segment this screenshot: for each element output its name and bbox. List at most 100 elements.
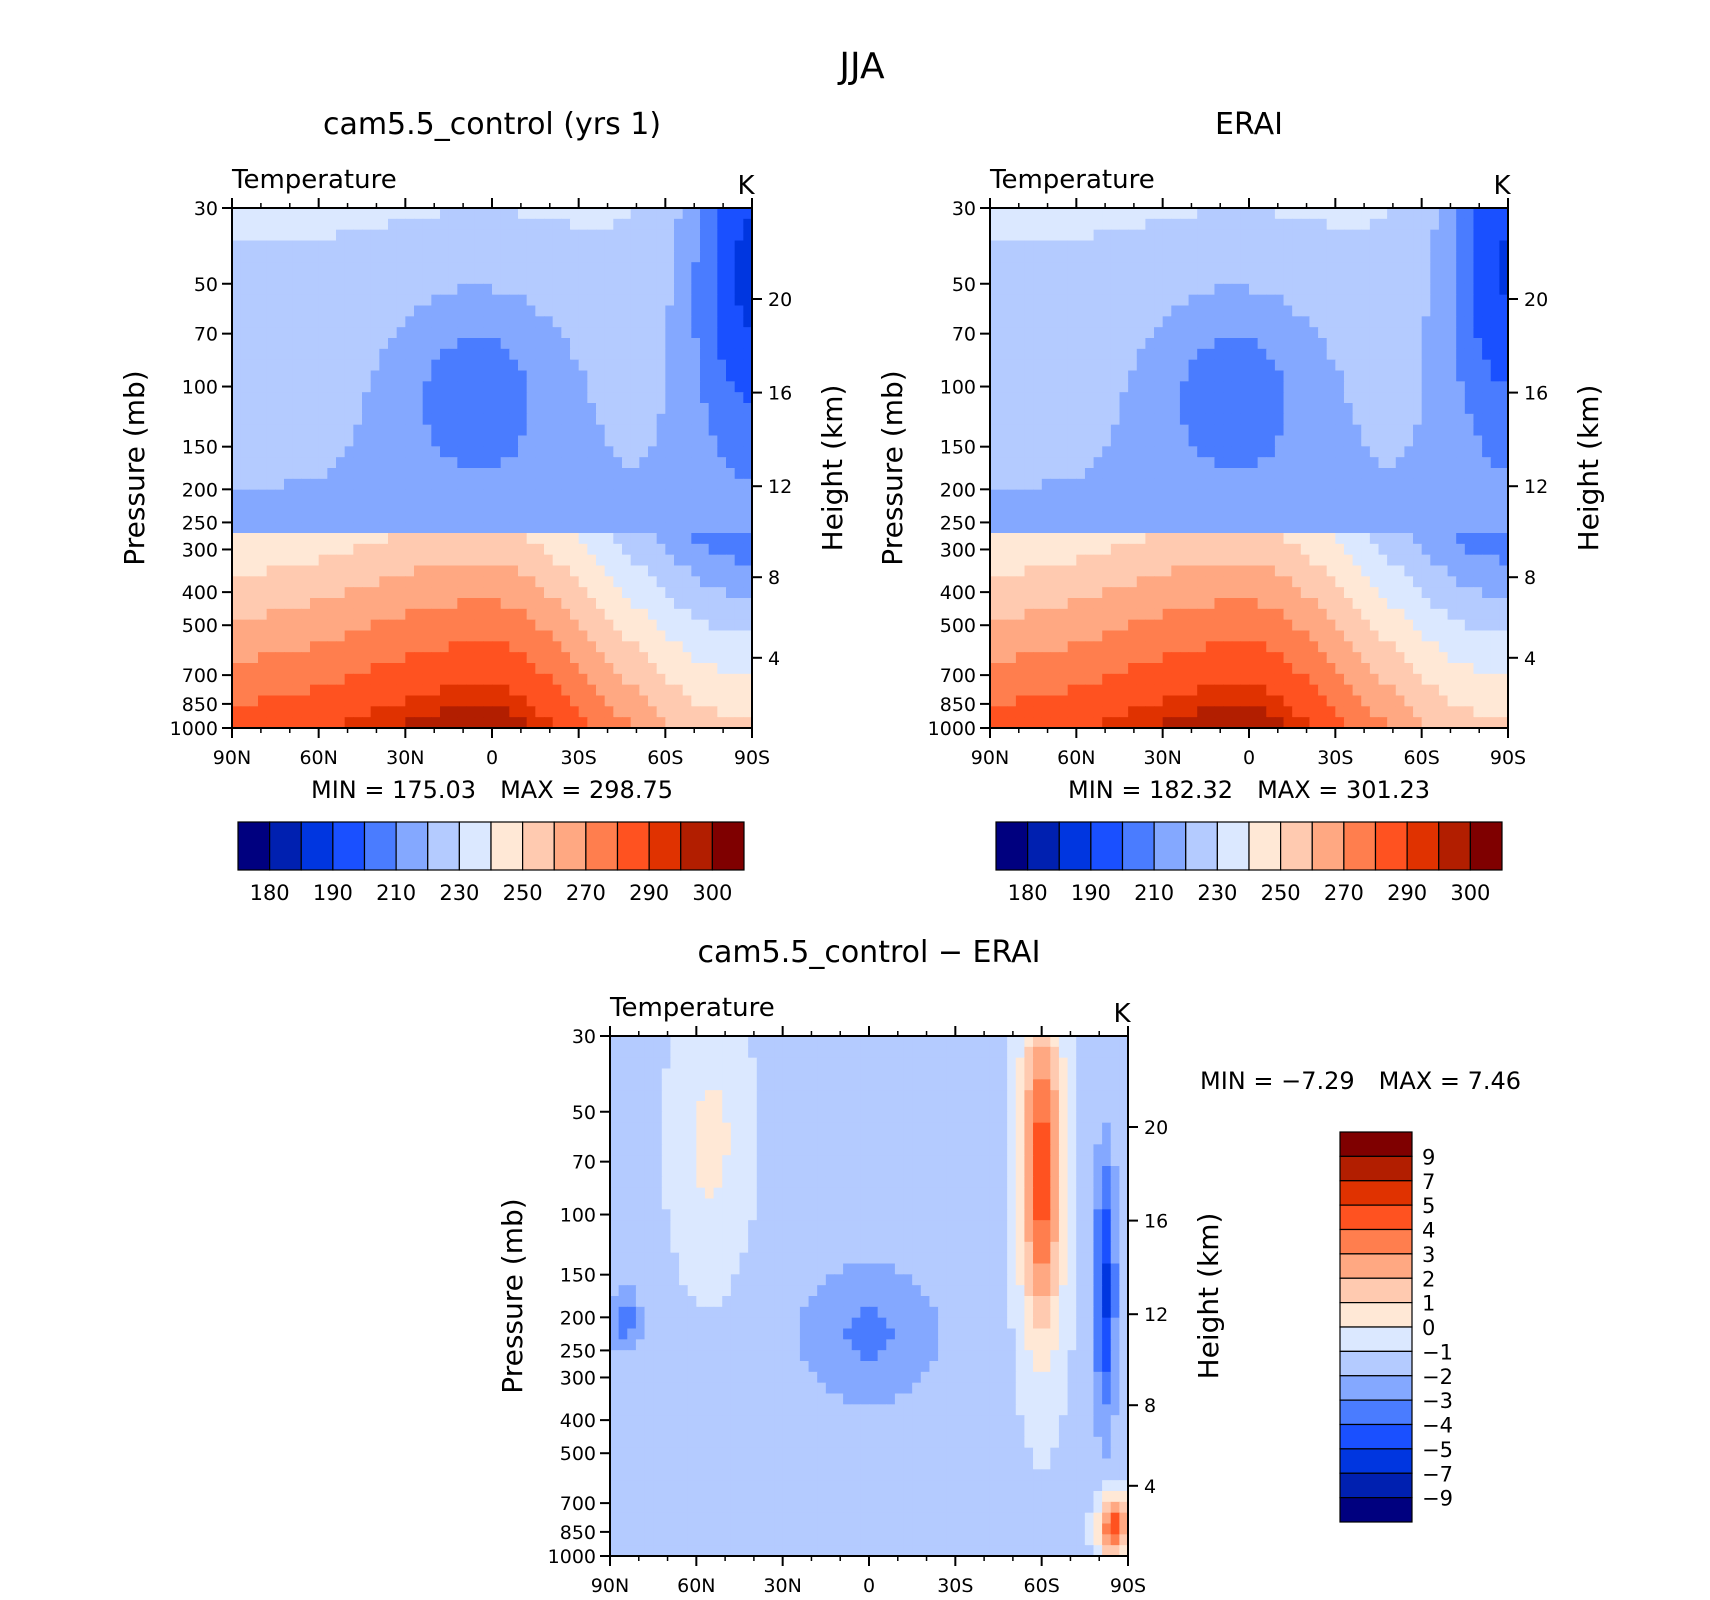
field-cell bbox=[1084, 489, 1095, 502]
field-cell bbox=[1179, 294, 1190, 307]
field-cell bbox=[1309, 218, 1319, 231]
field-cell bbox=[1102, 251, 1112, 263]
field-cell bbox=[483, 619, 493, 632]
field-cell bbox=[318, 316, 328, 328]
field-cell bbox=[474, 294, 484, 307]
field-cell bbox=[431, 511, 441, 523]
field-cell bbox=[613, 641, 623, 653]
field-cell bbox=[1188, 511, 1198, 523]
field-cell bbox=[1249, 327, 1259, 339]
field-cell bbox=[1490, 489, 1500, 502]
field-cell bbox=[639, 327, 649, 339]
field-cell bbox=[1378, 240, 1388, 252]
field-cell bbox=[284, 565, 294, 577]
field-cell bbox=[691, 543, 701, 556]
field-cell bbox=[1490, 381, 1500, 393]
field-cell bbox=[388, 706, 398, 718]
field-cell bbox=[1033, 262, 1043, 274]
field-cell bbox=[414, 619, 424, 632]
field-cell bbox=[1361, 435, 1371, 447]
field-cell bbox=[1430, 348, 1440, 361]
field-cell bbox=[1343, 478, 1354, 491]
field-cell bbox=[414, 338, 424, 350]
field-cell bbox=[552, 403, 562, 415]
field-cell bbox=[1430, 522, 1440, 534]
field-cell bbox=[656, 706, 666, 718]
field-cell bbox=[284, 348, 294, 361]
field-cell bbox=[457, 576, 467, 588]
field-cell bbox=[249, 273, 259, 285]
field-cell bbox=[1059, 522, 1069, 534]
field-cell bbox=[292, 251, 302, 263]
field-cell bbox=[1326, 240, 1336, 252]
field-cell bbox=[414, 208, 424, 220]
field-cell bbox=[353, 435, 363, 447]
field-cell bbox=[301, 370, 311, 382]
field-cell bbox=[1257, 359, 1267, 372]
field-cell bbox=[587, 305, 597, 317]
field-cell bbox=[535, 413, 545, 426]
field-cell bbox=[431, 598, 441, 610]
field-cell bbox=[492, 370, 502, 382]
field-cell bbox=[1404, 316, 1414, 328]
field-cell bbox=[1283, 218, 1293, 231]
field-cell bbox=[483, 684, 493, 697]
field-cell bbox=[544, 208, 554, 220]
field-cell bbox=[362, 413, 372, 426]
field-cell bbox=[1490, 273, 1500, 285]
field-cell bbox=[1335, 392, 1345, 404]
field-cell bbox=[1335, 543, 1345, 556]
field-cell bbox=[578, 598, 588, 610]
field-cell bbox=[708, 424, 718, 437]
field-cell bbox=[998, 489, 1008, 502]
field-cell bbox=[1154, 316, 1164, 328]
field-cell bbox=[1249, 413, 1259, 426]
field-cell bbox=[1490, 240, 1500, 252]
field-cell bbox=[998, 392, 1008, 404]
field-cell bbox=[362, 619, 372, 632]
field-cell bbox=[604, 370, 614, 382]
field-cell bbox=[561, 695, 571, 707]
field-cell bbox=[1335, 251, 1345, 263]
field-cell bbox=[734, 338, 744, 350]
field-cell bbox=[1395, 554, 1405, 567]
field-cell bbox=[578, 673, 588, 686]
field-cell bbox=[492, 283, 502, 296]
field-cell bbox=[630, 218, 640, 231]
field-cell bbox=[249, 327, 259, 339]
field-cell bbox=[1335, 370, 1345, 382]
field-cell bbox=[682, 587, 692, 599]
field-cell bbox=[1154, 283, 1164, 296]
field-cell bbox=[1145, 251, 1155, 263]
field-cell bbox=[526, 543, 536, 556]
field-cell bbox=[457, 413, 467, 426]
field-cell bbox=[336, 338, 346, 350]
field-cell bbox=[466, 630, 476, 642]
field-cell bbox=[457, 543, 467, 556]
field-cell bbox=[1292, 533, 1302, 545]
field-cell bbox=[700, 446, 710, 458]
field-cell bbox=[1179, 435, 1190, 447]
field-cell bbox=[622, 305, 632, 317]
field-cell bbox=[483, 533, 493, 545]
field-cell bbox=[370, 240, 380, 252]
field-cell bbox=[1499, 533, 1509, 545]
field-cell bbox=[1447, 327, 1457, 339]
field-cell bbox=[596, 511, 606, 523]
field-cell bbox=[561, 576, 571, 588]
field-cell bbox=[1343, 348, 1354, 361]
field-cell bbox=[1447, 446, 1457, 458]
field-cell bbox=[1110, 392, 1121, 404]
field-cell bbox=[1490, 522, 1500, 534]
field-cell bbox=[1387, 251, 1397, 263]
field-cell bbox=[310, 511, 320, 523]
field-cell bbox=[474, 381, 484, 393]
field-cell bbox=[1300, 522, 1311, 534]
field-cell bbox=[1361, 359, 1371, 372]
field-cell bbox=[466, 684, 476, 697]
field-cell bbox=[388, 413, 398, 426]
field-cell bbox=[353, 587, 363, 599]
field-cell bbox=[630, 608, 640, 621]
field-cell bbox=[665, 370, 675, 382]
field-cell bbox=[717, 489, 727, 502]
